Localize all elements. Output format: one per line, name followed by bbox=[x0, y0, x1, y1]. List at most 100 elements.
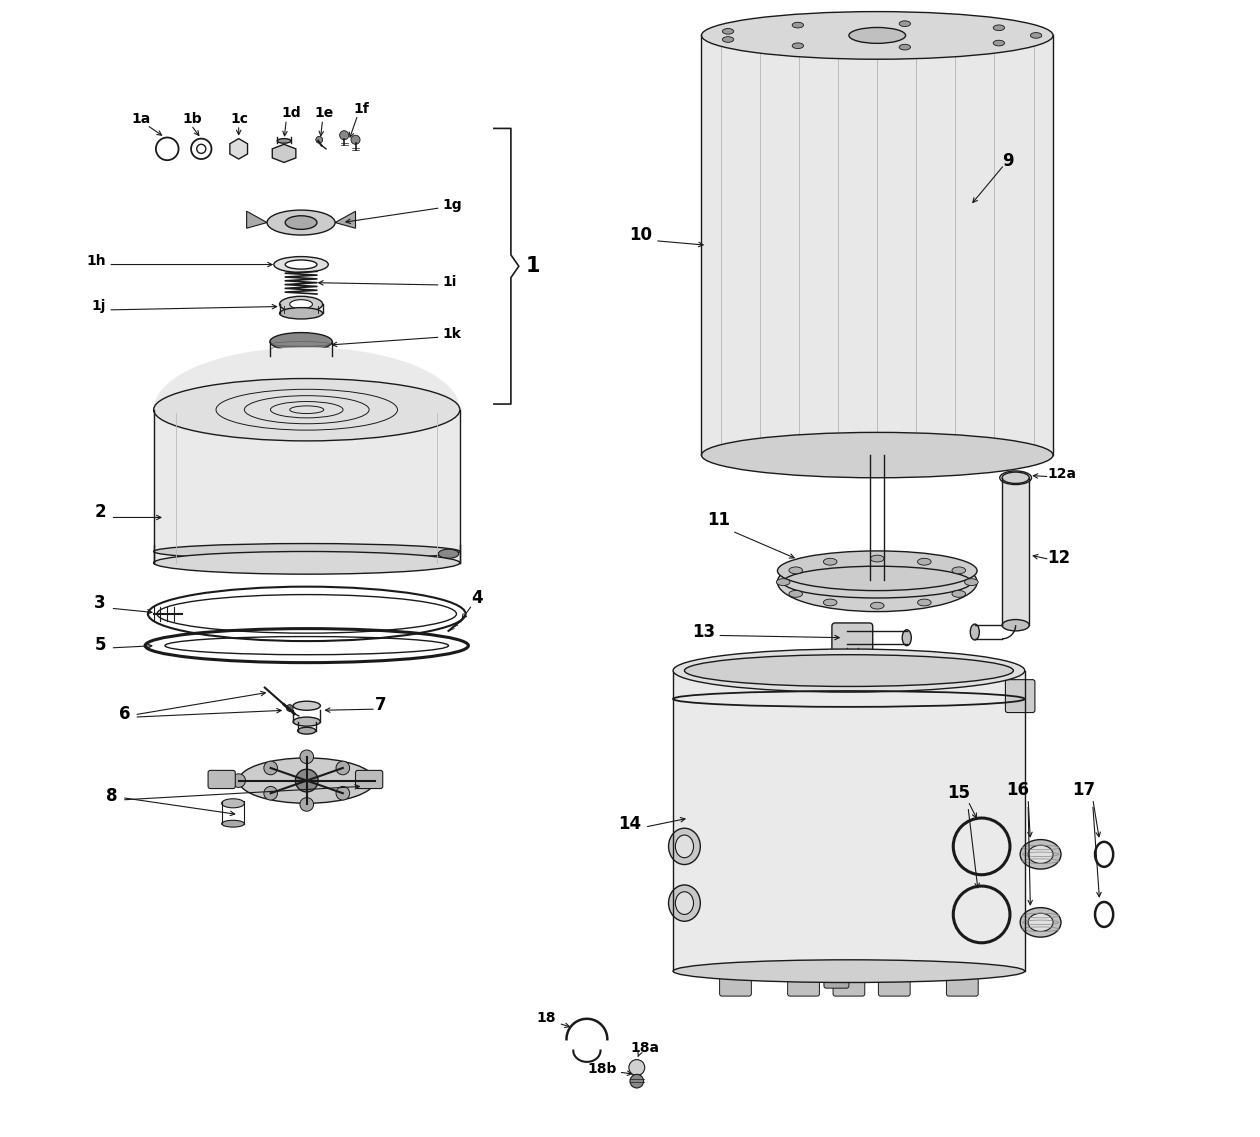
Ellipse shape bbox=[222, 820, 244, 827]
Ellipse shape bbox=[294, 717, 320, 727]
Text: 14: 14 bbox=[619, 815, 641, 833]
Text: 15: 15 bbox=[948, 783, 970, 802]
Ellipse shape bbox=[290, 300, 312, 309]
Ellipse shape bbox=[1031, 33, 1042, 39]
Ellipse shape bbox=[673, 649, 1024, 692]
Ellipse shape bbox=[823, 599, 837, 606]
Text: 18b: 18b bbox=[587, 1062, 616, 1077]
Polygon shape bbox=[229, 139, 247, 159]
Text: 9: 9 bbox=[1002, 152, 1013, 169]
Ellipse shape bbox=[849, 27, 906, 43]
Circle shape bbox=[630, 1074, 644, 1088]
Circle shape bbox=[263, 787, 277, 800]
Ellipse shape bbox=[154, 379, 460, 441]
Ellipse shape bbox=[789, 590, 803, 597]
Ellipse shape bbox=[777, 551, 976, 590]
Ellipse shape bbox=[871, 555, 885, 562]
Circle shape bbox=[300, 750, 314, 764]
Ellipse shape bbox=[777, 553, 976, 612]
Ellipse shape bbox=[776, 579, 790, 586]
Ellipse shape bbox=[673, 960, 1024, 982]
Ellipse shape bbox=[871, 603, 885, 609]
Text: 6: 6 bbox=[120, 705, 131, 723]
Polygon shape bbox=[247, 211, 267, 229]
Ellipse shape bbox=[1021, 839, 1061, 869]
Ellipse shape bbox=[238, 758, 374, 803]
Text: 12: 12 bbox=[1047, 549, 1071, 567]
Text: 17: 17 bbox=[1072, 781, 1095, 799]
Ellipse shape bbox=[280, 297, 323, 313]
Circle shape bbox=[300, 798, 314, 811]
Ellipse shape bbox=[684, 655, 1013, 687]
Ellipse shape bbox=[953, 590, 965, 597]
Polygon shape bbox=[702, 35, 1053, 455]
Ellipse shape bbox=[154, 551, 460, 574]
Circle shape bbox=[232, 774, 246, 788]
Text: 11: 11 bbox=[707, 512, 730, 530]
Ellipse shape bbox=[294, 702, 320, 711]
Text: 3: 3 bbox=[94, 595, 106, 612]
Ellipse shape bbox=[267, 210, 335, 235]
Ellipse shape bbox=[847, 673, 858, 679]
FancyBboxPatch shape bbox=[878, 966, 910, 996]
Ellipse shape bbox=[917, 599, 931, 606]
Polygon shape bbox=[154, 348, 460, 563]
Ellipse shape bbox=[722, 28, 733, 34]
Circle shape bbox=[263, 761, 277, 774]
Text: 1k: 1k bbox=[442, 327, 461, 341]
Ellipse shape bbox=[900, 20, 911, 26]
FancyBboxPatch shape bbox=[824, 966, 849, 988]
Text: 1i: 1i bbox=[442, 275, 457, 289]
Ellipse shape bbox=[1028, 913, 1053, 931]
Polygon shape bbox=[335, 211, 355, 229]
Ellipse shape bbox=[222, 799, 244, 807]
Ellipse shape bbox=[675, 891, 693, 914]
Ellipse shape bbox=[793, 23, 804, 28]
Text: 1: 1 bbox=[525, 256, 541, 276]
Text: 7: 7 bbox=[374, 696, 387, 714]
Circle shape bbox=[368, 774, 382, 788]
Circle shape bbox=[316, 136, 323, 143]
Ellipse shape bbox=[273, 257, 329, 273]
Text: 4: 4 bbox=[471, 589, 483, 606]
Ellipse shape bbox=[970, 624, 979, 640]
FancyBboxPatch shape bbox=[788, 966, 819, 996]
Ellipse shape bbox=[438, 549, 459, 558]
Ellipse shape bbox=[669, 828, 701, 864]
Circle shape bbox=[286, 705, 294, 712]
Ellipse shape bbox=[702, 432, 1053, 478]
Ellipse shape bbox=[722, 36, 733, 42]
Ellipse shape bbox=[277, 139, 291, 143]
Circle shape bbox=[336, 761, 349, 774]
Ellipse shape bbox=[993, 25, 1004, 31]
Ellipse shape bbox=[270, 333, 333, 350]
FancyBboxPatch shape bbox=[719, 966, 751, 996]
Text: 1h: 1h bbox=[87, 254, 106, 267]
Ellipse shape bbox=[900, 44, 911, 50]
Circle shape bbox=[295, 770, 318, 792]
Text: 18a: 18a bbox=[630, 1040, 659, 1055]
Ellipse shape bbox=[823, 558, 837, 565]
Text: 1b: 1b bbox=[181, 111, 202, 126]
Text: 16: 16 bbox=[1007, 781, 1029, 799]
Text: 13: 13 bbox=[692, 623, 716, 640]
Circle shape bbox=[352, 135, 360, 144]
Text: 1j: 1j bbox=[92, 299, 106, 313]
Text: 1a: 1a bbox=[131, 111, 150, 126]
FancyBboxPatch shape bbox=[832, 623, 873, 655]
Ellipse shape bbox=[280, 308, 323, 319]
Text: 1d: 1d bbox=[282, 106, 301, 121]
Text: 5: 5 bbox=[94, 637, 106, 654]
Ellipse shape bbox=[1002, 472, 1029, 483]
FancyBboxPatch shape bbox=[946, 966, 978, 996]
Ellipse shape bbox=[297, 728, 316, 735]
Ellipse shape bbox=[789, 567, 803, 574]
Text: 1e: 1e bbox=[315, 106, 334, 121]
Text: 10: 10 bbox=[630, 225, 653, 243]
Text: 2: 2 bbox=[94, 504, 106, 522]
Text: 1c: 1c bbox=[231, 111, 248, 126]
Ellipse shape bbox=[285, 260, 318, 269]
Polygon shape bbox=[1002, 478, 1029, 625]
FancyBboxPatch shape bbox=[355, 771, 383, 789]
Text: 12a: 12a bbox=[1047, 467, 1076, 481]
